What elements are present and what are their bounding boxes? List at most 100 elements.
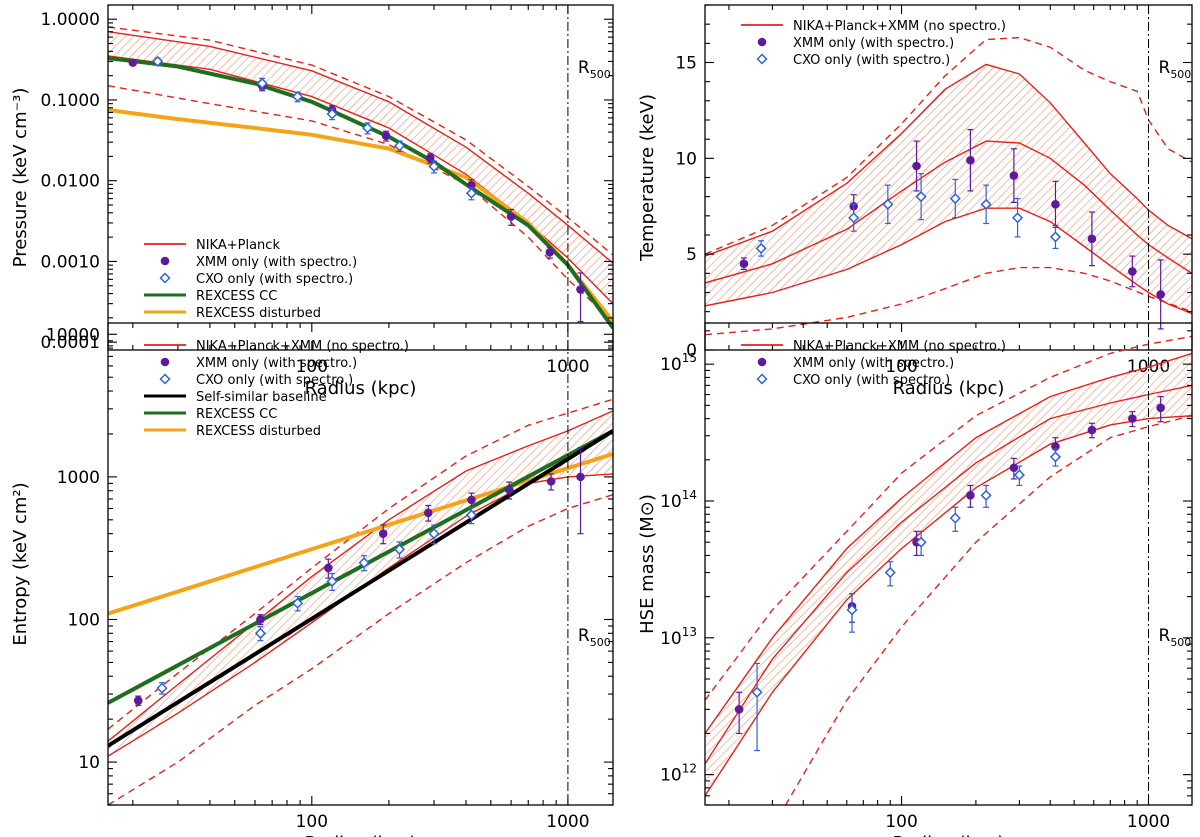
cxo-point <box>428 524 440 545</box>
axes-frame <box>107 322 614 806</box>
cxo-point <box>152 55 164 67</box>
r500-label: R500 <box>1159 58 1192 81</box>
xmm-point <box>739 257 749 271</box>
xmm-point <box>912 140 921 192</box>
cxo-point <box>1049 448 1062 467</box>
outer-upper-line <box>108 26 613 256</box>
y-tick-label: 0.0100 <box>41 172 100 192</box>
xmm-point <box>545 246 555 259</box>
xmm-point <box>1156 395 1165 423</box>
nika-planck-band-upper <box>108 31 613 264</box>
axes-frame <box>704 322 1193 806</box>
xmm-point <box>256 614 265 626</box>
nika-planck-band-fill <box>108 31 613 304</box>
rexcess-disturbed-line <box>108 451 613 616</box>
legend-label: NIKA+Planck+XMM (no spectro.) <box>793 339 1006 354</box>
y-axis-label: HSE mass (M⊙) <box>637 494 658 634</box>
cxo-point <box>980 184 992 225</box>
x-ticks <box>728 5 1150 350</box>
xmm-point <box>966 128 975 192</box>
legend-label: REXCESS disturbed <box>196 424 321 439</box>
y-ticks <box>108 333 613 806</box>
legend-label: XMM only (with spectro.) <box>793 36 954 51</box>
legend: NIKA+Planck+XMM (no spectro.) XMM only (w… <box>144 339 409 439</box>
x-axis-label: Radius (kpc) <box>305 378 417 399</box>
y-tick-label: 0.0001 <box>41 333 100 353</box>
xmm-point <box>128 58 138 67</box>
legend-label: REXCESS disturbed <box>196 306 321 321</box>
x-ticks <box>132 323 569 805</box>
cxo-point <box>393 140 406 153</box>
hse-band-fill <box>705 353 1192 796</box>
x-axis-label: Radius (kpc) <box>893 378 1005 399</box>
cxo-point <box>848 203 860 232</box>
xmm-point <box>504 481 514 500</box>
legend-label: REXCESS CC <box>196 407 277 422</box>
y-axis-label: Entropy (keV cm²) <box>10 482 31 645</box>
x-tick-label: 100 <box>296 357 328 377</box>
xmm-point <box>1087 211 1097 267</box>
legend-swatch <box>757 357 767 367</box>
median-line <box>705 140 1192 284</box>
legend-label: CXO only (with spectro.) <box>793 373 950 388</box>
xmm-point <box>1128 411 1137 428</box>
y-tick-label: 5 <box>686 245 697 265</box>
xmm-point <box>546 473 556 491</box>
plot-area <box>705 36 1192 336</box>
legend-label: CXO only (with spectro.) <box>196 272 353 287</box>
x-ticks <box>132 5 569 350</box>
legend-swatch <box>160 256 170 266</box>
cxo-point <box>915 173 927 221</box>
cxo-point <box>361 122 374 135</box>
cxo-point <box>846 593 858 633</box>
outer-lower-line <box>705 266 1192 336</box>
r500-label: R500 <box>578 58 611 81</box>
legend-label: XMM only (with spectro.) <box>793 356 954 371</box>
cxo-point <box>755 240 767 257</box>
x-tick-label: 100 <box>885 357 917 377</box>
legend-label: CXO only (with spectro.) <box>793 53 950 68</box>
x-tick-label: 1000 <box>1127 812 1170 832</box>
xmm-point <box>1009 457 1019 480</box>
y-tick-label: 1.0000 <box>41 10 100 30</box>
y-tick-label: 1000 <box>57 468 100 488</box>
legend-swatch <box>756 53 768 65</box>
y-tick-label: 1012 <box>660 762 697 786</box>
cxo-point <box>393 541 406 559</box>
cxo-point <box>882 184 894 225</box>
cxo-point <box>428 160 440 174</box>
y-tick-label: 0 <box>686 341 697 361</box>
legend-swatch <box>159 272 171 284</box>
plot-area <box>705 335 1192 805</box>
xmm-point <box>324 558 333 579</box>
y-tick-label: 15 <box>675 54 697 74</box>
cxo-point <box>1013 465 1025 487</box>
y-tick-label: 10 <box>78 753 100 773</box>
nika-planck-xmm-band-lower <box>705 207 1192 315</box>
xmm-point <box>966 484 975 508</box>
self-similar-baseline-line <box>108 429 613 748</box>
xmm-point <box>1009 148 1019 204</box>
y-tick-label: 0.0010 <box>41 252 100 272</box>
y-ticks <box>108 18 613 351</box>
cxo-point <box>751 662 763 752</box>
x-axis-label: Radius (kpc) <box>305 833 417 837</box>
y-tick-label: 0.1000 <box>41 91 100 111</box>
legend-label: NIKA+Planck+XMM (no spectro.) <box>196 339 409 354</box>
cxo-point <box>358 555 370 572</box>
xmm-point <box>381 130 391 142</box>
legend-label: Self-similar baseline <box>196 390 327 405</box>
nika-planck-xmm-band-lower <box>108 473 613 757</box>
xmm-point <box>133 695 143 706</box>
nika-planck-xmm-band-fill <box>108 410 613 757</box>
cxo-point <box>156 682 168 695</box>
legend-label: NIKA+Planck+XMM (no spectro.) <box>793 19 1006 34</box>
r500-label: R500 <box>578 626 611 649</box>
cxo-point <box>465 506 477 525</box>
cxo-point <box>256 77 268 91</box>
y-ticks <box>705 322 1192 806</box>
cxo-point <box>949 506 961 532</box>
nika-planck-xmm-band-fill <box>705 64 1192 314</box>
